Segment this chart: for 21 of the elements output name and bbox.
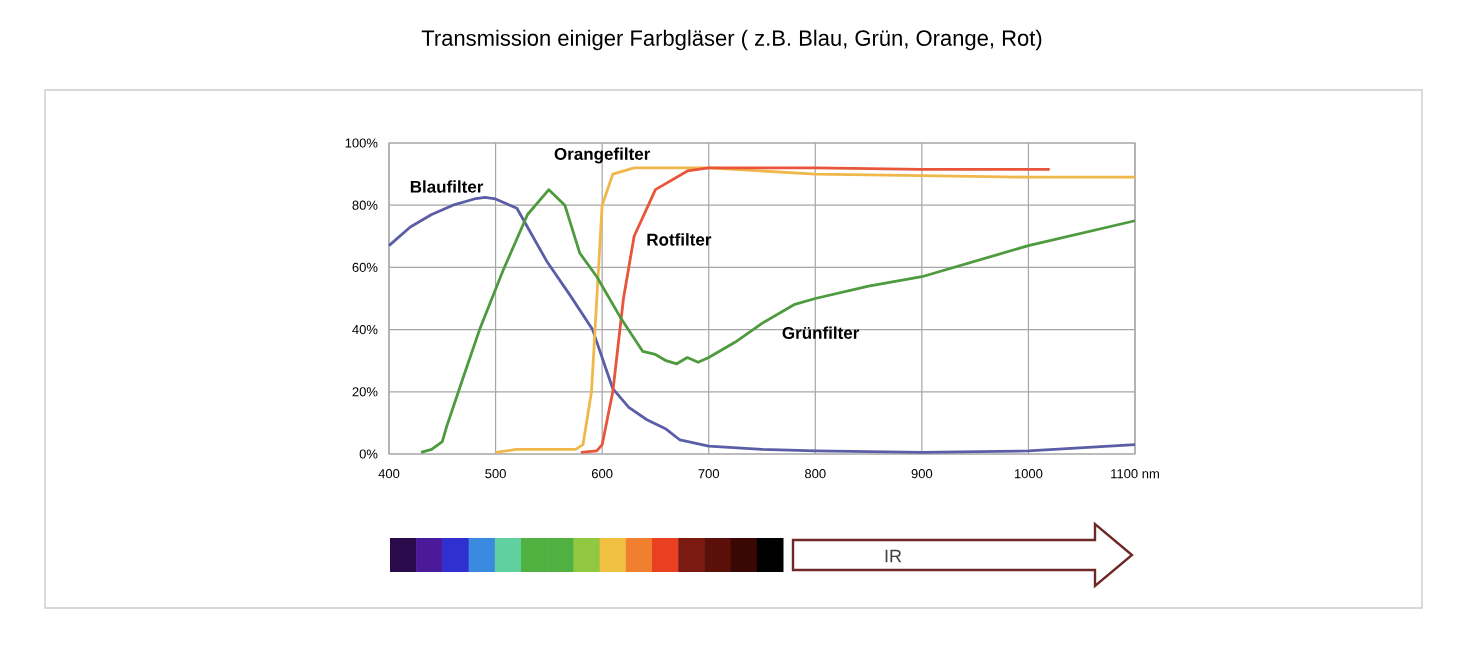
x-tick-label: 800 (805, 469, 826, 479)
x-tick-label: 1100 nm (1111, 469, 1159, 479)
y-tick-label: 60% (352, 262, 378, 272)
y-tick-label: 20% (352, 387, 378, 397)
text: IR (885, 549, 902, 563)
series-label: Rotfilter (647, 233, 712, 246)
x-tick-label: 600 (591, 469, 613, 479)
x-tick-label: 500 (485, 469, 506, 479)
series-label: Blaufilter (410, 180, 484, 193)
x-tick-label: 400 (378, 469, 400, 479)
series-label: Orangefilter (554, 147, 651, 164)
y-tick-label: 40% (352, 325, 378, 335)
chart-title: Transmission einiger Farbgläser ( z.B. Blau, Grün, Orange, Rot) (421, 29, 1042, 51)
line-series (579, 166, 1052, 454)
x-tick-label: 700 (698, 469, 720, 479)
x-tick-label: 900 (911, 469, 933, 479)
x-tick-label: 1000 (1014, 469, 1043, 479)
y-tick-label: 100% (345, 138, 378, 148)
series-label: Grünfilter (782, 326, 860, 339)
y-tick-label: 0% (359, 449, 378, 459)
y-tick-label: 80% (352, 200, 378, 210)
